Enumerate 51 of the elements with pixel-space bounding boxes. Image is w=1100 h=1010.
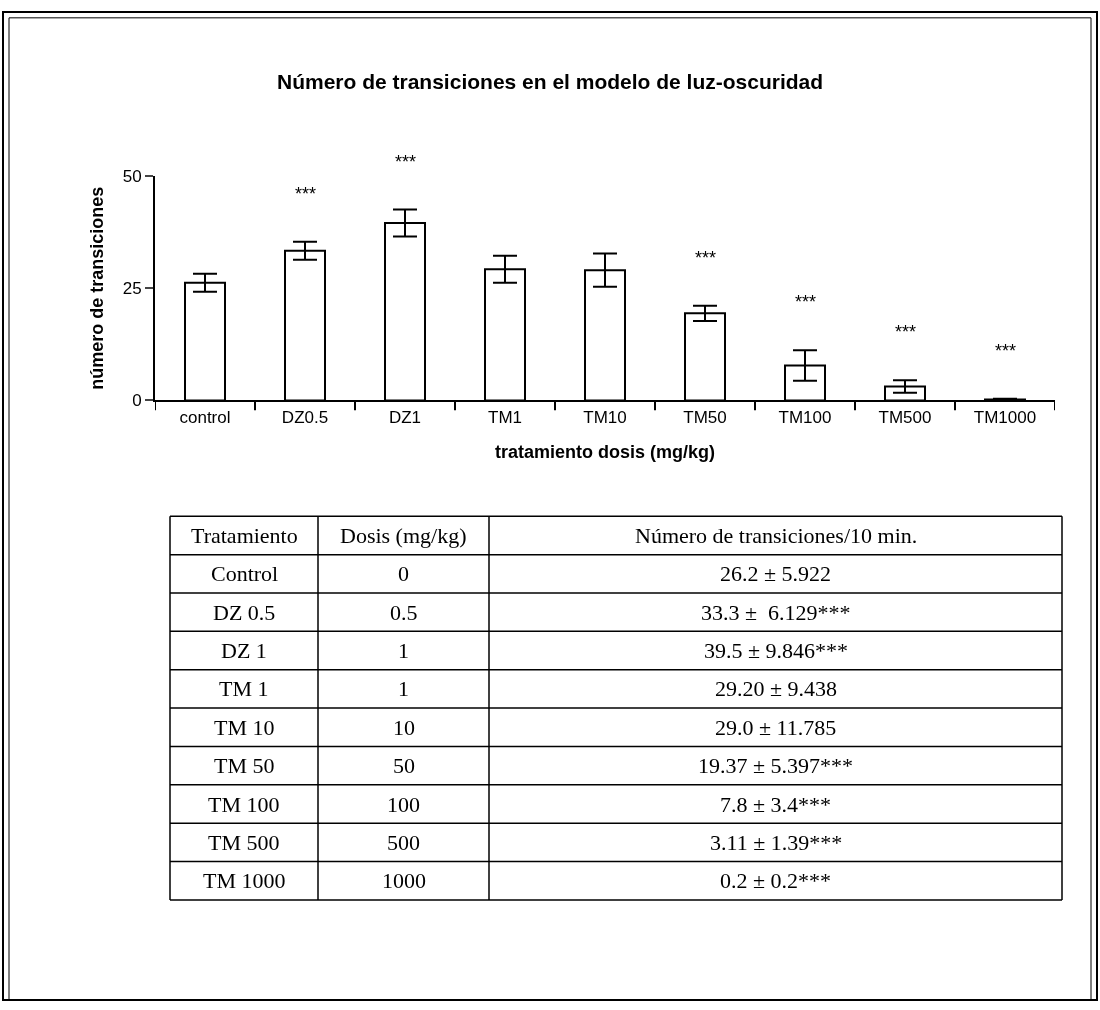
text: 50 — [393, 753, 415, 778]
text: 7.8 ± 3.4*** — [720, 792, 832, 817]
x-tick-label: control — [179, 407, 231, 427]
x-axis-title: tratamiento dosis (mg/kg) — [494, 442, 716, 463]
chart-title: Número de transiciones en el modelo de luz-oscuridad — [277, 70, 824, 93]
text: 29.0 ± 11.785 — [715, 715, 837, 740]
text: Número de transiciones/10 min. — [635, 523, 918, 548]
text: Tratamiento — [191, 523, 298, 548]
text: 0.2 ± 0.2*** — [720, 868, 832, 893]
y-axis-title: número de transiciones — [87, 186, 108, 390]
text: TM 50 — [214, 753, 275, 778]
text: 29.20 ± 9.438 — [715, 676, 838, 701]
x-tick-label: TM100 — [778, 407, 832, 427]
text: 1000 — [382, 868, 426, 893]
data-label: *** — [695, 248, 717, 268]
y-tick-label: 0 — [132, 391, 142, 411]
y-tick-label: 25 — [122, 279, 142, 299]
data-label: *** — [295, 184, 317, 204]
text: 39.5 ± 9.846*** — [704, 638, 849, 663]
x-tick-label: DZ0.5 — [281, 407, 329, 427]
text: TM 10 — [214, 715, 275, 740]
text: 3.11 ± 1.39*** — [710, 830, 843, 855]
y-tick-label: 50 — [122, 166, 142, 186]
x-tick-label: DZ1 — [388, 407, 422, 427]
data-label: *** — [895, 322, 917, 342]
text: TM 500 — [208, 830, 280, 855]
text: 0 — [398, 561, 409, 586]
data-label: *** — [995, 341, 1017, 361]
text: DZ 0.5 — [213, 600, 276, 625]
x-tick-label: TM1 — [488, 407, 522, 427]
text: DZ 1 — [221, 638, 267, 663]
text: 100 — [387, 792, 420, 817]
text: 26.2 ± 5.922 — [720, 561, 832, 586]
text: TM 100 — [208, 792, 280, 817]
x-tick-label: TM1000 — [973, 407, 1037, 427]
text: Control — [211, 561, 279, 586]
x-tick-label: TM500 — [878, 407, 932, 427]
text: TM 1 — [219, 676, 269, 701]
text: Dosis (mg/kg) — [340, 523, 467, 548]
text: 0.5 — [390, 600, 418, 625]
text: 500 — [387, 830, 420, 855]
x-tick-label: TM50 — [683, 407, 727, 427]
text: 10 — [393, 715, 415, 740]
text: 1 — [398, 676, 409, 701]
data-label: *** — [395, 152, 417, 172]
text: TM 1000 — [203, 868, 286, 893]
text: 19.37 ± 5.397*** — [698, 753, 854, 778]
data-label: *** — [795, 292, 817, 312]
x-tick-label: TM10 — [583, 407, 627, 427]
text: 1 — [398, 638, 409, 663]
text: 33.3 ± 6.129*** — [701, 600, 851, 625]
